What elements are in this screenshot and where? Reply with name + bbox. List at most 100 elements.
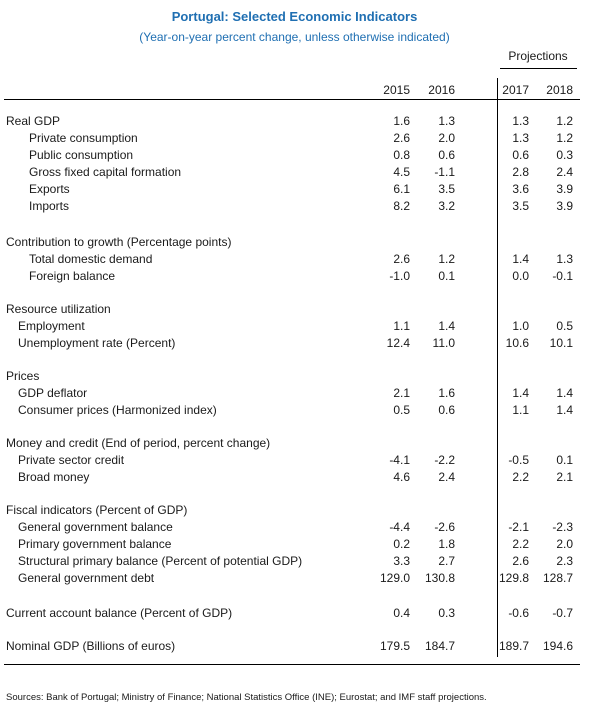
cell-value: 1.6 (438, 386, 455, 400)
projections-header: Projections (508, 49, 568, 63)
cell-value: 11.0 (432, 336, 455, 350)
cell-value: 3.9 (556, 182, 573, 196)
row-label: Exports (29, 182, 70, 196)
bottom-rule (4, 664, 580, 665)
cell-value: 129.0 (379, 571, 410, 585)
cell-value: 2.1 (393, 386, 410, 400)
cell-value: 2.4 (556, 165, 573, 179)
cell-value: 8.2 (393, 199, 410, 213)
cell-value: 1.4 (556, 386, 573, 400)
cell-value: 189.7 (498, 639, 529, 653)
row-label: Structural primary balance (Percent of p… (18, 554, 303, 568)
cell-value: 1.2 (556, 114, 573, 128)
cell-value: -2.1 (508, 520, 529, 534)
cell-value: 1.3 (556, 252, 573, 266)
table-row: GDP deflator 2.1 1.6 1.4 1.4 (0, 386, 589, 403)
table-row: Prices (0, 369, 589, 386)
cell-value: 1.0 (512, 319, 529, 333)
cell-value: -0.1 (552, 269, 573, 283)
row-label: Real GDP (6, 114, 61, 128)
cell-value: 2.2 (512, 470, 529, 484)
row-label: Public consumption (29, 148, 134, 162)
row-label: Primary government balance (18, 537, 172, 551)
table-row: Private sector credit -4.1 -2.2 -0.5 0.1 (0, 453, 589, 470)
row-label: GDP deflator (18, 386, 88, 400)
cell-value: 3.3 (393, 554, 410, 568)
table-row: Unemployment rate (Percent) 12.4 11.0 10.6 1… (0, 336, 589, 353)
cell-value: 2.6 (393, 131, 410, 145)
cell-value: 0.2 (393, 537, 410, 551)
table-row: Public consumption 0.8 0.6 0.6 0.3 (0, 148, 589, 165)
table-row: Current account balance (Percent of GDP)… (0, 606, 589, 623)
header-rule (4, 99, 580, 100)
cell-value: 3.2 (438, 199, 455, 213)
table-row: Total domestic demand 2.6 1.2 1.4 1.3 (0, 252, 589, 269)
cell-value: 1.3 (512, 114, 529, 128)
cell-value: 4.5 (393, 165, 410, 179)
table-row: Private consumption 2.6 2.0 1.3 1.2 (0, 131, 589, 148)
table-subtitle: (Year-on-year percent change, unless oth… (139, 30, 450, 44)
cell-value: -0.6 (508, 606, 529, 620)
table-row: Nominal GDP (Billions of euros) 179.5 184.… (0, 639, 589, 656)
cell-value: 1.2 (556, 131, 573, 145)
cell-value: 10.1 (549, 336, 573, 350)
cell-value: 3.9 (556, 199, 573, 213)
cell-value: 3.5 (438, 182, 455, 196)
cell-value: -0.7 (552, 606, 573, 620)
cell-value: 0.4 (393, 606, 410, 620)
row-label: Prices (6, 369, 40, 383)
table-row: Fiscal indicators (Percent of GDP) (0, 503, 589, 520)
cell-value: 194.6 (542, 639, 573, 653)
cell-value: 0.8 (393, 148, 410, 162)
row-label: Nominal GDP (Billions of euros) (6, 639, 176, 653)
year-header: 2018 (546, 83, 573, 97)
cell-value: 1.4 (438, 319, 455, 333)
row-label: Private sector credit (18, 453, 125, 467)
cell-value: 130.8 (424, 571, 455, 585)
cell-value: 2.4 (438, 470, 455, 484)
cell-value: 1.8 (438, 537, 455, 551)
cell-value: -4.1 (389, 453, 410, 467)
row-label: Money and credit (End of period, percent… (6, 436, 271, 450)
source-note: Sources: Bank of Portugal; Ministry of F… (6, 692, 487, 703)
row-label: Private consumption (29, 131, 138, 145)
cell-value: -4.4 (389, 520, 410, 534)
table-row: Structural primary balance (Percent of p… (0, 554, 589, 571)
row-label: Gross fixed capital formation (29, 165, 182, 179)
row-label: Current account balance (Percent of GDP) (6, 606, 233, 620)
row-label: Contribution to growth (Percentage point… (6, 235, 232, 249)
table-row: Foreign balance -1.0 0.1 0.0 -0.1 (0, 269, 589, 286)
row-label: Employment (18, 319, 85, 333)
year-header: 2015 (383, 83, 410, 97)
row-label: Unemployment rate (Percent) (18, 336, 176, 350)
table-row: Gross fixed capital formation 4.5 -1.1 2.8 2… (0, 165, 589, 182)
cell-value: 0.6 (438, 403, 455, 417)
cell-value: 2.0 (438, 131, 455, 145)
row-label: Fiscal indicators (Percent of GDP) (6, 503, 188, 517)
cell-value: 1.1 (512, 403, 529, 417)
cell-value: -1.1 (434, 165, 455, 179)
cell-value: 1.4 (556, 403, 573, 417)
cell-value: 0.6 (438, 148, 455, 162)
table-row: General government debt 129.0 130.8 129.8 12… (0, 571, 589, 588)
table-row: Contribution to growth (Percentage point… (0, 235, 589, 252)
row-label: Total domestic demand (29, 252, 153, 266)
cell-value: 2.7 (438, 554, 455, 568)
cell-value: 0.0 (512, 269, 529, 283)
cell-value: 0.6 (512, 148, 529, 162)
table-row: Resource utilization (0, 302, 589, 319)
table-row: Real GDP 1.6 1.3 1.3 1.2 (0, 114, 589, 131)
cell-value: 1.2 (438, 252, 455, 266)
cell-value: 0.5 (393, 403, 410, 417)
table-row: Primary government balance 0.2 1.8 2.2 2.0 (0, 537, 589, 554)
table-row: General government balance -4.4 -2.6 -2.1 -2… (0, 520, 589, 537)
row-label: Foreign balance (29, 269, 116, 283)
cell-value: 129.8 (498, 571, 529, 585)
cell-value: 2.6 (393, 252, 410, 266)
cell-value: 10.6 (505, 336, 529, 350)
cell-value: 3.6 (512, 182, 529, 196)
year-header: 2016 (428, 83, 455, 97)
cell-value: 1.6 (393, 114, 410, 128)
projections-rule (500, 68, 577, 69)
year-header: 2017 (502, 83, 529, 97)
